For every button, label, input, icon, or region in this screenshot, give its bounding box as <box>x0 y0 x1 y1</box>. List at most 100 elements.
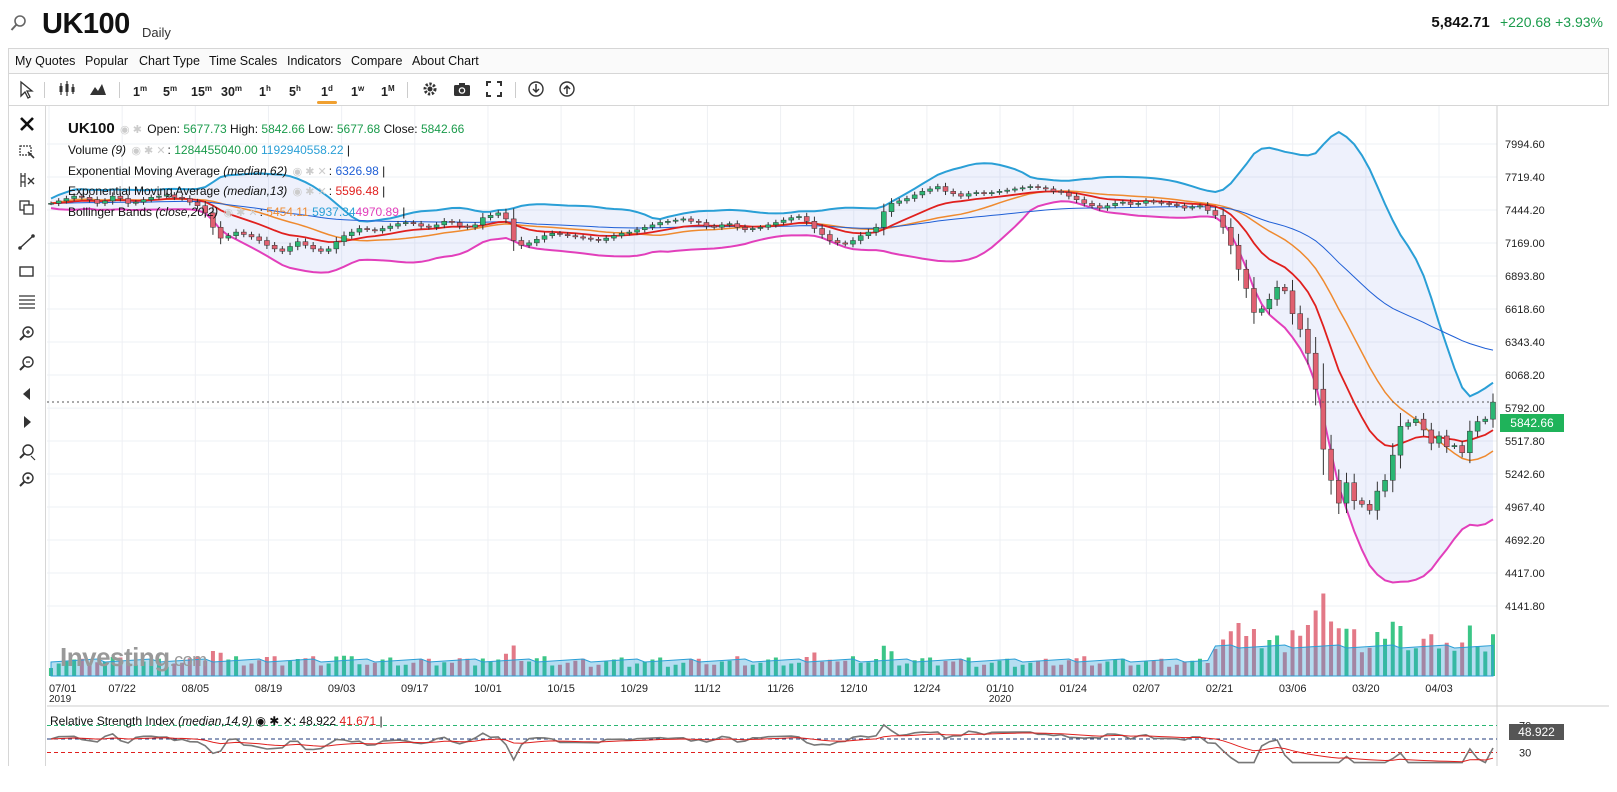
candle-body <box>102 200 108 204</box>
candle-body <box>94 199 101 204</box>
interval-1m[interactable]: 1m <box>133 78 147 100</box>
candle-body <box>233 231 239 236</box>
candle-body <box>1073 195 1080 200</box>
candle-body <box>672 219 679 222</box>
candle-body <box>1158 201 1165 204</box>
volume-bar <box>249 663 254 676</box>
candle-body <box>109 195 116 202</box>
candle-body <box>63 198 70 202</box>
candlestick-chart-icon[interactable] <box>57 78 77 100</box>
candle-body <box>1181 205 1188 209</box>
x-tick-year: 2020 <box>989 694 1012 705</box>
volume-bar <box>1290 630 1295 676</box>
search-icon[interactable] <box>10 14 28 32</box>
delete-drawings-icon[interactable] <box>17 170 37 190</box>
candle-body <box>1004 189 1010 192</box>
volume-bar <box>295 659 300 676</box>
candle-body <box>996 191 1003 193</box>
upload-cloud-icon[interactable] <box>558 78 576 100</box>
x-tick-label: 07/22 <box>108 683 136 695</box>
volume-bar <box>1074 658 1079 676</box>
interval-5m[interactable]: 5m <box>163 78 177 100</box>
volume-bar <box>519 661 524 676</box>
volume-bar <box>750 664 755 676</box>
candle-body <box>603 237 609 241</box>
x-tick-label: 02/07 <box>1133 683 1161 695</box>
scroll-right-icon[interactable] <box>17 412 37 432</box>
copy-icon[interactable] <box>17 198 37 218</box>
fibonacci-tool-icon[interactable] <box>17 292 37 312</box>
volume-bar <box>1336 628 1341 676</box>
volume-bar <box>1028 662 1033 676</box>
interval-15m[interactable]: 15m <box>191 78 212 100</box>
visibility-icon[interactable]: ◉ ✱ <box>120 124 142 136</box>
candle-body <box>1089 203 1095 206</box>
camera-icon[interactable] <box>453 78 471 100</box>
interval-unit: h <box>265 84 271 93</box>
volume-bar <box>1128 665 1133 676</box>
indicator-settings-icon[interactable]: ◉ ✱ ✕ <box>255 714 293 728</box>
ohlc-legend: UK100 ◉ ✱ Open: 5677.73 High: 5842.66 Lo… <box>68 120 465 137</box>
candle-body <box>1027 186 1034 188</box>
x-tick-label: 08/19 <box>255 683 283 695</box>
volume-bar <box>596 664 601 676</box>
candle-body <box>935 186 941 190</box>
menu-chart-type[interactable]: Chart Type <box>139 54 200 68</box>
chart-area[interactable]: 7994.60 7719.40 7444.20 7169.00 6893.80 6618.… <box>47 106 1612 766</box>
quote-summary: 5,842.71 +220.68 +3.93% <box>1431 14 1603 31</box>
download-cloud-icon[interactable] <box>527 78 545 100</box>
crosshair-select-icon[interactable] <box>17 142 37 162</box>
interval-5h[interactable]: 5h <box>289 78 301 100</box>
zoom-out-icon[interactable] <box>17 354 37 374</box>
menu-popular[interactable]: Popular <box>85 54 129 68</box>
interval-1M[interactable]: 1M <box>381 78 395 100</box>
scroll-left-icon[interactable] <box>17 384 37 404</box>
interval-1d[interactable]: 1d <box>317 78 337 104</box>
zoom-in-icon[interactable] <box>17 324 37 344</box>
cursor-icon[interactable] <box>17 78 35 100</box>
candle-body <box>1366 504 1373 511</box>
candle-body <box>1197 205 1203 208</box>
close-icon[interactable] <box>17 114 37 134</box>
volume-bar <box>426 658 431 676</box>
volume-bar <box>311 656 316 676</box>
volume-bar <box>1406 650 1411 676</box>
indicator-settings-icon[interactable]: ◉ ✱ ✕ <box>223 207 258 219</box>
settings-gear-icon[interactable] <box>421 78 439 100</box>
ema13-value: 5596.48 <box>335 184 379 198</box>
symbol-title[interactable]: UK100 <box>42 8 130 40</box>
fullscreen-icon[interactable] <box>485 78 503 100</box>
indicator-settings-icon[interactable]: ◉ ✱ ✕ <box>292 186 327 198</box>
volume-bar <box>303 658 308 676</box>
indicator-settings-icon[interactable]: ◉ ✱ ✕ <box>131 145 166 157</box>
volume-bar <box>712 664 717 676</box>
candle-body <box>811 221 818 229</box>
bollinger-band-fill <box>51 132 1493 583</box>
candle-body <box>1220 215 1226 228</box>
candle-body <box>1228 227 1234 246</box>
price-chart[interactable]: 7994.60 7719.40 7444.20 7169.00 6893.80 6618.… <box>47 106 1612 766</box>
menu-indicators[interactable]: Indicators <box>287 54 342 68</box>
interval-1h[interactable]: 1h <box>259 78 271 100</box>
candle-body <box>526 242 532 246</box>
area-chart-icon[interactable] <box>89 78 107 100</box>
interval-30m[interactable]: 30m <box>221 78 242 100</box>
candle-body <box>973 192 980 194</box>
menu-my-quotes[interactable]: My Quotes <box>15 54 76 68</box>
candle-body <box>86 197 93 200</box>
reset-zoom-icon[interactable] <box>17 470 37 490</box>
trend-line-icon[interactable] <box>17 232 37 252</box>
magnet-zoom-icon[interactable] <box>17 442 37 462</box>
candle-body <box>1266 298 1273 310</box>
candle-body <box>125 198 131 204</box>
menu-time-scales[interactable]: Time Scales <box>209 54 278 68</box>
rsi-line <box>50 723 1494 764</box>
indicator-settings-icon[interactable]: ◉ ✱ ✕ <box>292 166 327 178</box>
x-tick-label: 07/01 <box>49 683 77 695</box>
interval-unit: m <box>234 84 243 93</box>
volume-bar <box>534 658 539 676</box>
menu-about-chart[interactable]: About Chart <box>412 54 479 68</box>
menu-compare[interactable]: Compare <box>351 54 403 68</box>
rectangle-tool-icon[interactable] <box>17 262 37 282</box>
interval-1w[interactable]: 1w <box>351 78 364 100</box>
